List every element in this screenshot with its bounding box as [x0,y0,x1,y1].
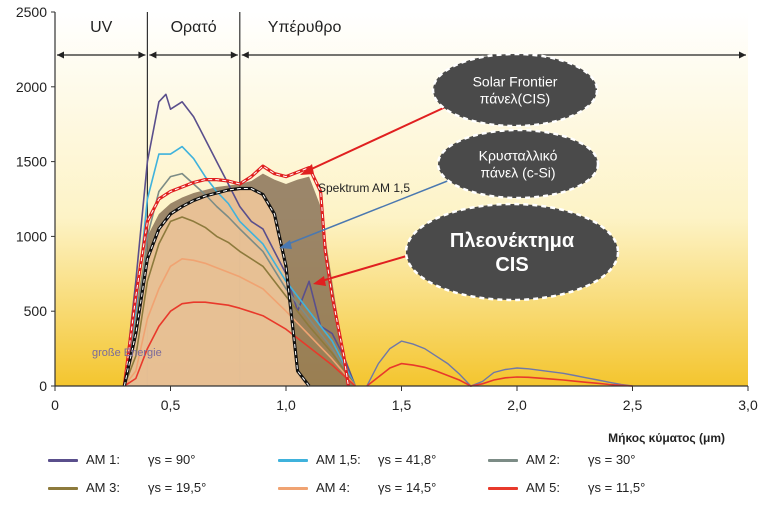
x-tick-label: 1,5 [392,397,412,413]
region-label: Υπέρυθρο [268,19,342,36]
spectrum-am15-dash [123,165,349,387]
legend-item: AM 2: γs = 30° [488,451,635,469]
spectrum-label: Spektrum AM 1,5 [318,181,410,195]
arrow-head [313,276,326,286]
arrow-head [57,51,64,59]
series-line [366,340,633,387]
arrow-head [739,51,746,59]
x-tick-label: 0 [51,397,59,413]
y-tick-label: 1000 [16,228,47,244]
y-tick-label: 1500 [16,154,47,170]
legend-gamma: γs = 41,8° [378,452,437,467]
csi-response-dash [123,188,310,387]
x-tick-label: 3,0 [738,397,758,413]
legend-gamma: γs = 90° [148,452,196,467]
cis-bubble [431,52,599,128]
arrow-head [300,164,314,175]
legend-item: AM 4: γs = 14,5° [278,479,436,497]
legend-item: AM 3: γs = 19,5° [48,479,206,497]
arrow-head [241,51,249,59]
legend-label: AM 3: [86,480,120,495]
legend-swatch [488,459,518,463]
arrow-head [230,51,238,59]
cis-arrow [304,103,453,173]
energy-label: große Energie [92,347,162,359]
x-tick-label: 1,0 [276,397,296,413]
advantage-bubble [404,202,620,302]
series-line [366,362,633,387]
region-label: UV [90,19,113,36]
advantage-arrow [317,254,411,283]
arrow-head [279,240,292,249]
legend-gamma: γs = 30° [588,452,636,467]
region-label: Ορατό [171,19,217,36]
spectrum-chart: UV Ορατό Υπέρυθρο 0 0,5 1,0 1,5 2,0 2,5 3,0 0 500 1… [16,4,758,445]
arrow-head [138,51,146,59]
cis-bubble-text: Solar Frontier πάνελ(CIS) [473,74,558,107]
legend-label: AM 4: [316,480,350,495]
legend-item: AM 1,5: γs = 41,8° [278,451,436,469]
y-tick-label: 2000 [16,79,47,95]
legend-label: AM 1,5: [316,452,361,467]
series-line [123,172,356,387]
x-tick-label: 2,0 [507,397,527,413]
legend-label: AM 5: [526,480,560,495]
x-tick-label: 2,5 [623,397,643,413]
x-axis-label: Μήκος κύματος (μm) [608,431,725,445]
y-tick-label: 500 [24,303,48,319]
csi-bubble [436,128,600,200]
legend-gamma: γs = 19,5° [148,480,207,495]
legend-swatch [488,487,518,491]
advantage-bubble-text: Πλεονέκτημα CIS [450,230,575,276]
csi-area [124,188,310,386]
legend-item: AM 5: γs = 11,5° [488,479,645,497]
legend-item: AM 1: γs = 90° [48,451,195,469]
x-tick-label: 0,5 [161,397,181,413]
legend-label: AM 2: [526,452,560,467]
y-tick-label: 2500 [16,4,47,20]
legend-swatch [278,487,308,491]
series-line [123,301,356,387]
series-line [123,216,356,387]
y-tick-label: 0 [39,378,47,394]
legend-gamma: γs = 14,5° [378,480,437,495]
legend-swatch [48,459,78,463]
series-line [123,145,357,387]
series-line [123,257,356,387]
legend-swatch [278,459,308,463]
legend-gamma: γs = 11,5° [588,480,646,495]
series-line [123,93,357,387]
csi-arrow [282,177,456,247]
csi-bubble-text: Κρυσταλλικό πάνελ (c-Si) [479,148,558,181]
arrow-head [149,51,157,59]
legend-label: AM 1: [86,452,120,467]
legend-swatch [48,487,78,491]
